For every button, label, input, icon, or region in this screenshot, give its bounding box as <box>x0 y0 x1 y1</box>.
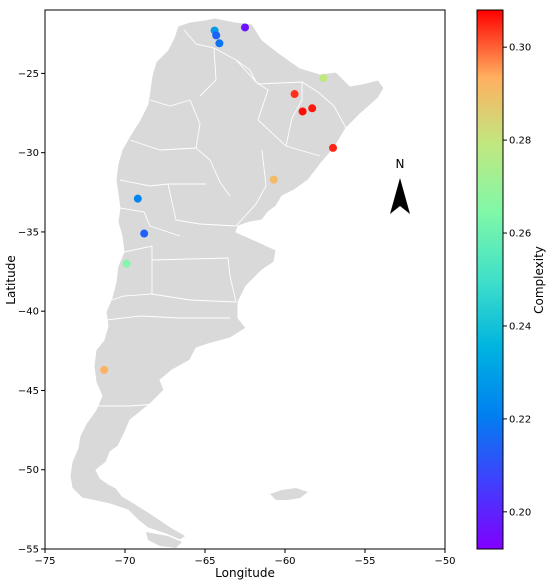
data-point <box>319 74 328 83</box>
y-tick-label: −25 <box>18 69 39 80</box>
x-tick-label: −70 <box>114 556 135 567</box>
colorbar-tick-label: 0.20 <box>509 507 531 518</box>
data-point <box>100 365 109 374</box>
data-point <box>140 229 149 238</box>
y-tick-label: −50 <box>18 465 39 476</box>
y-tick-label: −45 <box>18 386 39 397</box>
colorbar-tick-label: 0.24 <box>509 321 531 332</box>
colorbar-gradient <box>476 9 504 550</box>
islands <box>270 488 308 500</box>
data-point <box>290 90 299 99</box>
x-tick-label: −65 <box>194 556 215 567</box>
y-axis-label: Latitude <box>4 255 18 304</box>
data-point <box>241 23 249 32</box>
colorbar-tick-label: 0.28 <box>509 136 531 147</box>
province-borders <box>94 29 347 503</box>
y-tick-label: −35 <box>18 227 39 238</box>
north-arrow: N <box>390 157 410 214</box>
data-point <box>269 175 278 184</box>
data-point <box>212 31 221 40</box>
x-tick-label: −50 <box>434 556 455 567</box>
data-point <box>215 39 224 48</box>
y-axis-ticks: −55 −50 −45 −40 −35 −30 −25 <box>18 69 45 556</box>
colorbar-ticks: 0.20 0.22 0.24 0.26 0.28 0.30 <box>503 43 531 518</box>
y-tick-label: −30 <box>18 148 39 159</box>
argentina-map <box>69 17 385 548</box>
data-point <box>329 143 337 152</box>
x-axis-label: Longitude <box>215 566 275 580</box>
colorbar: 0.20 0.22 0.24 0.26 0.28 0.30 Complexity <box>476 9 546 550</box>
x-tick-label: −55 <box>354 556 375 567</box>
data-point <box>308 104 317 113</box>
colorbar-tick-label: 0.22 <box>509 414 531 425</box>
data-point <box>122 259 131 268</box>
colorbar-tick-label: 0.26 <box>509 229 531 240</box>
colorbar-tick-label: 0.30 <box>509 43 531 54</box>
y-tick-label: −55 <box>18 545 39 556</box>
x-tick-label: −60 <box>274 556 295 567</box>
data-points <box>100 23 337 374</box>
north-arrow-icon <box>390 178 410 214</box>
data-point <box>133 194 142 203</box>
x-tick-label: −75 <box>34 556 55 567</box>
plot-frame <box>44 9 446 550</box>
y-tick-label: −40 <box>18 307 39 318</box>
north-label: N <box>396 157 405 171</box>
country-shape <box>69 17 385 541</box>
data-point <box>298 107 307 116</box>
tierra-del-fuego <box>146 532 182 548</box>
colorbar-label: Complexity <box>532 246 546 314</box>
x-axis-ticks: −75 −70 −65 −60 −55 −50 <box>34 549 456 567</box>
